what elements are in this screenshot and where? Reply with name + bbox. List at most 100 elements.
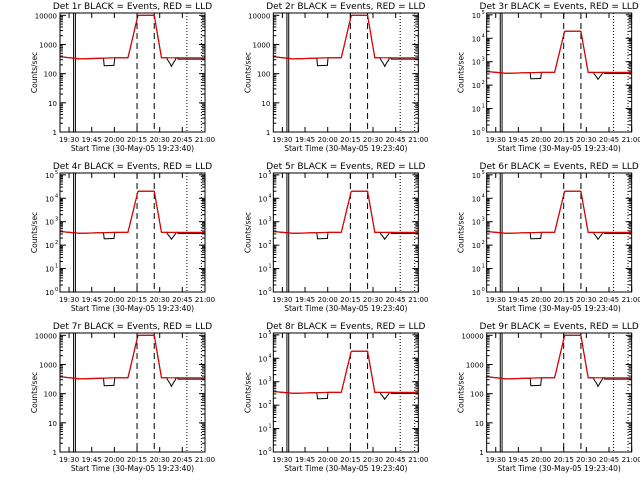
x-tick-label: 19:45: [508, 296, 528, 304]
x-tick-label: 19:30: [486, 136, 506, 144]
y-axis-label: Counts/sec: [243, 372, 252, 413]
x-tick-label: 20:30: [363, 456, 383, 464]
y-tick-label: 1000: [39, 41, 57, 49]
x-tick-label: 21:00: [408, 136, 428, 144]
x-tick-label: 20:15: [127, 456, 147, 464]
y-axis-label: Counts/sec: [457, 372, 466, 413]
x-tick-label: 21:00: [408, 456, 428, 464]
y-tick-label: 10: [258, 219, 267, 227]
plot-frame: [486, 172, 633, 293]
y-tick-label: 10: [258, 266, 267, 274]
y-tick-label: 10: [472, 59, 481, 67]
y-tick-exponent: 1: [55, 264, 58, 270]
y-tick-exponent: 3: [268, 377, 271, 383]
x-tick-label: 20:15: [554, 456, 574, 464]
lld-series-line: [59, 14, 205, 60]
x-tick-label: 20:15: [127, 296, 147, 304]
x-tick-label: 20:00: [531, 136, 551, 144]
y-axis-label: Counts/sec: [457, 212, 466, 253]
y-tick-label: 10: [48, 100, 57, 108]
x-axis-label: Start Time (30-May-05 19:23:40): [498, 304, 621, 313]
x-tick-label: 20:45: [172, 296, 192, 304]
x-tick-label: 20:00: [318, 296, 338, 304]
x-tick-label: 20:30: [363, 136, 383, 144]
y-tick-exponent: 1: [482, 104, 485, 110]
x-tick-label: 20:45: [599, 296, 619, 304]
y-tick-label: 10: [258, 449, 267, 457]
y-tick-exponent: 0: [482, 127, 485, 133]
lld-series-line: [59, 334, 205, 380]
y-tick-label: 100: [44, 391, 57, 399]
x-tick-label: 19:45: [295, 456, 315, 464]
x-tick-label: 21:00: [195, 136, 215, 144]
x-tick-label: 19:45: [295, 136, 315, 144]
y-tick-label: 10: [472, 219, 481, 227]
y-tick-label: 1000: [253, 41, 271, 49]
chart-title: Det 8r BLACK = Events, RED = LLD: [266, 322, 425, 332]
y-tick-exponent: 0: [55, 287, 58, 293]
y-tick-exponent: 1: [482, 264, 485, 270]
y-tick-exponent: 4: [482, 193, 485, 199]
plot-frame: [59, 332, 206, 453]
x-tick-label: 19:30: [486, 296, 506, 304]
x-tick-label: 20:00: [104, 296, 124, 304]
y-tick-label: 10000: [248, 12, 270, 20]
x-tick-label: 20:00: [318, 456, 338, 464]
x-tick-label: 20:30: [576, 136, 596, 144]
y-tick-exponent: 3: [55, 217, 58, 223]
x-tick-label: 20:00: [531, 456, 551, 464]
x-axis-label: Start Time (30-May-05 19:23:40): [71, 144, 194, 153]
lld-series-line: [273, 14, 419, 60]
y-tick-exponent: 3: [268, 217, 271, 223]
y-tick-label: 10: [472, 172, 481, 180]
x-tick-label: 19:45: [82, 296, 102, 304]
y-tick-label: 10: [472, 35, 481, 43]
chart-title: Det 7r BLACK = Events, RED = LLD: [53, 322, 212, 332]
x-tick-label: 19:45: [82, 136, 102, 144]
y-tick-exponent: 4: [268, 193, 271, 199]
y-tick-label: 10: [45, 266, 54, 274]
x-tick-label: 19:30: [59, 456, 79, 464]
y-tick-label: 10: [472, 242, 481, 250]
y-tick-label: 10: [45, 219, 54, 227]
x-tick-label: 20:30: [576, 296, 596, 304]
y-tick-exponent: 5: [482, 10, 485, 16]
x-axis-label: Start Time (30-May-05 19:23:40): [284, 464, 407, 473]
y-tick-exponent: 4: [482, 33, 485, 39]
x-axis-label: Start Time (30-May-05 19:23:40): [71, 464, 194, 473]
chart-panel-det-1: Det 1r BLACK = Events, RED = LLD 1 10 100 10…: [30, 2, 215, 153]
x-tick-label: 20:45: [172, 456, 192, 464]
chart-title: Det 5r BLACK = Events, RED = LLD: [266, 162, 425, 172]
y-tick-exponent: 3: [482, 57, 485, 63]
lld-series-line: [486, 190, 632, 234]
x-tick-label: 21:00: [195, 456, 215, 464]
y-tick-label: 100: [470, 391, 483, 399]
y-axis-label: Counts/sec: [457, 52, 466, 93]
x-axis-label: Start Time (30-May-05 19:23:40): [498, 144, 621, 153]
x-axis-label: Start Time (30-May-05 19:23:40): [284, 304, 407, 313]
x-axis-label: Start Time (30-May-05 19:23:40): [498, 464, 621, 473]
y-tick-exponent: 5: [268, 170, 271, 176]
y-tick-exponent: 0: [268, 447, 271, 453]
x-tick-label: 20:45: [172, 136, 192, 144]
x-tick-label: 20:45: [386, 136, 406, 144]
y-tick-label: 10: [258, 332, 267, 340]
y-tick-label: 10: [258, 379, 267, 387]
x-tick-label: 19:45: [295, 296, 315, 304]
x-tick-label: 19:30: [59, 296, 79, 304]
plot-frame: [59, 12, 206, 133]
y-tick-label: 10000: [461, 332, 483, 340]
x-axis-label: Start Time (30-May-05 19:23:40): [284, 144, 407, 153]
x-tick-label: 20:30: [576, 456, 596, 464]
y-tick-label: 10: [261, 100, 270, 108]
x-tick-label: 20:30: [150, 456, 170, 464]
x-tick-label: 20:15: [340, 296, 360, 304]
x-tick-label: 20:15: [554, 136, 574, 144]
y-tick-exponent: 0: [482, 287, 485, 293]
y-tick-exponent: 2: [55, 240, 58, 246]
x-tick-label: 20:45: [599, 456, 619, 464]
y-tick-label: 10: [258, 402, 267, 410]
